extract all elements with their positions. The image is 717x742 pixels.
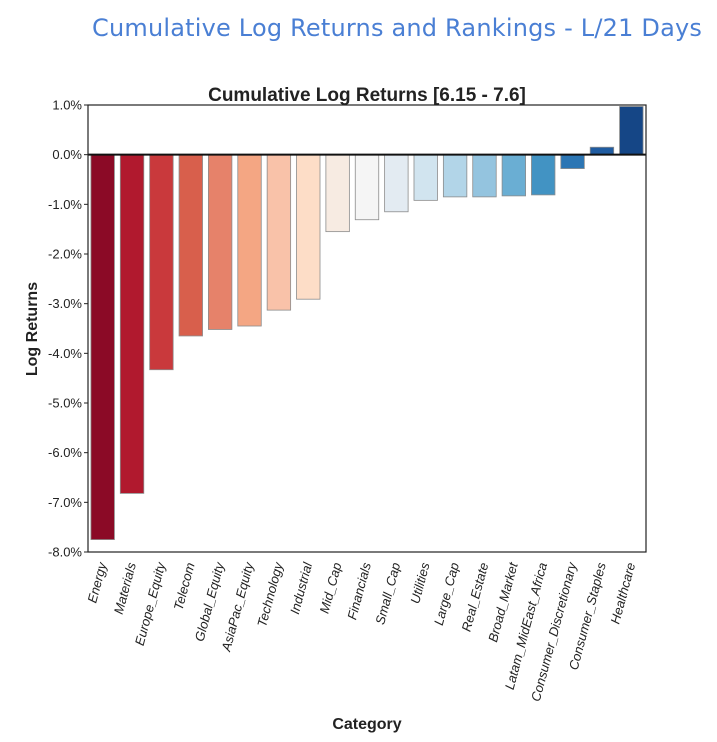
bar-mid-cap [325, 154, 350, 233]
y-tick-label: -1.0% [48, 197, 82, 212]
chart-title: Cumulative Log Returns [6.15 - 7.6] [208, 85, 526, 106]
x-tick-label: Global_Equity [192, 559, 228, 643]
x-tick-label: Utilities [407, 560, 432, 605]
bar-industrial [296, 154, 321, 300]
y-tick-label: -5.0% [48, 396, 82, 411]
y-tick-label: -6.0% [48, 445, 82, 460]
x-tick-label: Industrial [287, 560, 315, 616]
bar-technology [266, 154, 292, 311]
bar-consumer-staples [589, 146, 615, 156]
x-tick-label: Broad_Market [485, 560, 521, 644]
x-axis-label: Category [332, 716, 401, 733]
y-axis: 1.0% 0.0% -1.0% -2.0% -3.0% -4.0% -5.0% -6.0% -7… [48, 98, 88, 560]
x-tick-label: Real_Estate [459, 561, 492, 633]
x-tick-label: Materials [111, 560, 139, 615]
x-tick-label: Europe_Equity [132, 559, 169, 647]
x-tick-label: Small_Cap [372, 561, 403, 626]
bar-asiapac-equity [237, 154, 262, 327]
bar-broad-market [501, 154, 526, 197]
y-tick-label: -7.0% [48, 495, 82, 510]
figure-suptitle: Cumulative Log Returns and Rankings - L/… [92, 14, 703, 42]
y-tick-label: 1.0% [52, 98, 82, 113]
y-tick-label: -2.0% [48, 247, 82, 262]
bar-global-equity [208, 154, 233, 330]
bar-materials [119, 154, 145, 494]
x-tick-label: Healthcare [607, 561, 638, 626]
x-tick-label: Financials [344, 560, 374, 621]
y-tick-label: 0.0% [52, 147, 82, 162]
x-tick-label: Mid_Cap [317, 561, 345, 615]
bar-europe-equity [149, 154, 174, 371]
bar-consumer-discretionary [560, 154, 585, 169]
bar-telecom [178, 154, 203, 337]
bar-financials [354, 154, 380, 221]
bars-layer [90, 106, 644, 540]
x-tick-label: Technology [254, 559, 286, 628]
bar-small-cap [384, 154, 409, 213]
x-tick-label: Telecom [171, 561, 198, 612]
bar-healthcare [619, 106, 644, 156]
plot-frame [87, 104, 647, 553]
bar-utilities [413, 154, 438, 201]
y-axis-label: Log Returns [24, 282, 41, 376]
y-tick-label: -3.0% [48, 296, 82, 311]
bar-latam-mideast-africa [531, 154, 556, 196]
y-tick-label: -4.0% [48, 346, 82, 361]
bar-large-cap [442, 154, 468, 198]
y-tick-label: -8.0% [48, 545, 82, 560]
bar-real-estate [472, 154, 497, 198]
bar-energy [90, 154, 115, 540]
x-tick-label: Energy [84, 559, 110, 604]
x-tick-label: Large_Cap [431, 561, 462, 627]
